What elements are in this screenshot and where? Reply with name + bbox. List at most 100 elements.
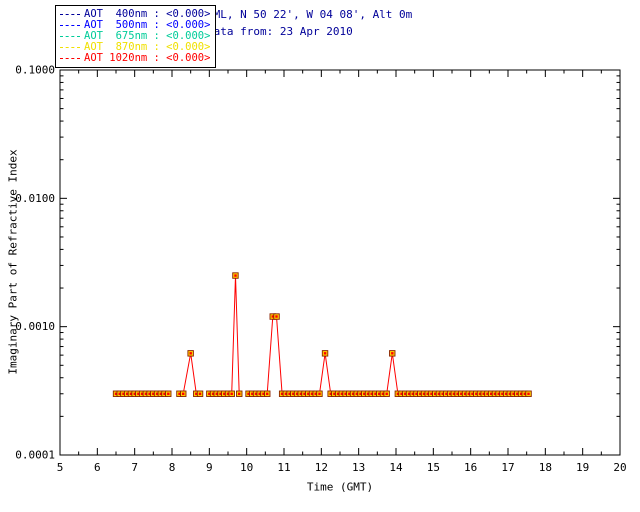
data-marker-center <box>475 392 478 395</box>
data-marker-center <box>374 392 377 395</box>
data-marker-center <box>385 392 388 395</box>
data-marker-center <box>234 274 237 277</box>
data-marker-center <box>314 392 317 395</box>
y-tick-label: 0.0010 <box>15 320 55 333</box>
data-marker-center <box>516 392 519 395</box>
data-marker-center <box>411 392 414 395</box>
data-marker-center <box>348 392 351 395</box>
data-marker-center <box>198 392 202 395</box>
data-marker-center <box>163 392 166 395</box>
data-marker-center <box>152 392 155 395</box>
data-marker-center <box>254 392 258 395</box>
y-axis-title: Imaginary Part of Refractive Index <box>6 149 20 375</box>
x-tick-label: 12 <box>315 461 328 474</box>
data-marker-center <box>292 392 295 395</box>
legend-row-400nm: AOT 400nm : <0.000> <box>60 9 210 20</box>
x-axis-title: Time (GMT) <box>306 480 374 494</box>
data-marker-center <box>215 392 218 395</box>
data-marker-center <box>307 392 310 395</box>
data-marker-center <box>344 392 347 395</box>
x-tick-label: 7 <box>131 461 138 474</box>
data-marker-center <box>415 392 418 395</box>
legend-line-sample-675nm <box>60 36 80 37</box>
data-marker-center <box>144 392 148 395</box>
data-marker-center <box>118 392 121 395</box>
data-marker-center <box>493 392 497 395</box>
legend-label-675nm: AOT 675nm : <0.000> <box>84 30 211 42</box>
legend-label-500nm: AOT 500nm : <0.000> <box>84 19 211 31</box>
data-marker-center <box>182 392 185 395</box>
legend-label-1020nm: AOT 1020nm : <0.000> <box>84 52 211 64</box>
data-marker-center <box>247 392 250 395</box>
data-marker-center <box>519 392 523 395</box>
data-marker-center <box>251 392 254 395</box>
data-marker-center <box>381 392 385 395</box>
data-marker-center <box>280 392 284 395</box>
x-tick-label: 16 <box>464 461 477 474</box>
data-marker-center <box>378 392 381 395</box>
data-marker-center <box>318 392 321 395</box>
x-tick-label: 15 <box>427 461 440 474</box>
data-marker-center <box>271 315 274 318</box>
data-marker-center <box>497 392 500 395</box>
data-marker-center <box>288 392 291 395</box>
tick-labels: 5 6 7 8 9 10 11 12 13 14 15 16 17 18 19 20 0.0001 0.0010 0… <box>15 64 626 475</box>
data-marker-center <box>340 392 344 395</box>
data-marker-center <box>396 392 400 395</box>
data-marker-center <box>238 392 241 395</box>
x-tick-label: 19 <box>576 461 589 474</box>
x-tick-label: 8 <box>169 461 176 474</box>
legend-line-sample-1020nm <box>60 58 80 59</box>
data-marker-center <box>303 392 306 395</box>
data-marker-center <box>426 392 429 395</box>
data-marker-center <box>504 392 508 395</box>
data-marker-center <box>137 392 140 395</box>
data-marker-center <box>129 392 133 395</box>
legend-box: AOT 400nm : <0.000> AOT 500nm : <0.000> … <box>55 5 217 68</box>
x-tick-label: 11 <box>277 461 290 474</box>
legend-label-870nm: AOT 870nm : <0.000> <box>84 41 211 53</box>
data-marker-center <box>355 392 358 395</box>
data-marker-center <box>351 392 355 395</box>
x-tick-label: 5 <box>57 461 64 474</box>
data-marker-center <box>329 392 332 395</box>
legend-line-sample-400nm <box>60 14 80 15</box>
data-marker-center <box>336 392 340 395</box>
x-tick-label: 14 <box>389 461 403 474</box>
series-line <box>248 316 529 395</box>
data-marker-center <box>490 392 493 395</box>
data-marker-center <box>419 392 422 395</box>
data-marker-center <box>275 315 278 318</box>
data-marker-center <box>366 392 370 395</box>
legend-line-sample-870nm <box>60 47 80 48</box>
data-marker-center <box>463 392 467 395</box>
data-marker-center <box>407 392 411 395</box>
data-marker-center <box>262 392 265 395</box>
y-tick-label: 0.0001 <box>15 449 55 462</box>
axis-ticks <box>59 69 621 456</box>
data-marker-center <box>159 392 162 395</box>
data-marker-center <box>167 392 170 395</box>
y-tick-label: 0.1000 <box>15 64 55 77</box>
data-marker-center <box>284 392 288 395</box>
data-marker-center <box>391 352 394 355</box>
series-group <box>112 272 532 397</box>
legend-row-1020nm: AOT 1020nm : <0.000> <box>60 53 210 64</box>
data-marker-center <box>140 392 144 395</box>
x-tick-label: 6 <box>94 461 101 474</box>
x-tick-label: 9 <box>206 461 213 474</box>
data-marker-center <box>467 392 470 395</box>
data-marker-center <box>295 392 299 395</box>
x-tick-label: 13 <box>352 461 365 474</box>
data-marker-center <box>189 352 192 355</box>
data-marker-center <box>258 392 261 395</box>
data-marker-center <box>323 352 327 355</box>
data-marker-center <box>211 392 215 395</box>
y-tick-label: 0.0100 <box>15 192 55 205</box>
header-location: PML, N 50 22', W 04 08', Alt 0m <box>207 8 413 21</box>
header-date: Data from: 23 Apr 2010 <box>207 25 353 38</box>
data-marker-center <box>512 392 515 395</box>
data-marker-center <box>370 392 373 395</box>
